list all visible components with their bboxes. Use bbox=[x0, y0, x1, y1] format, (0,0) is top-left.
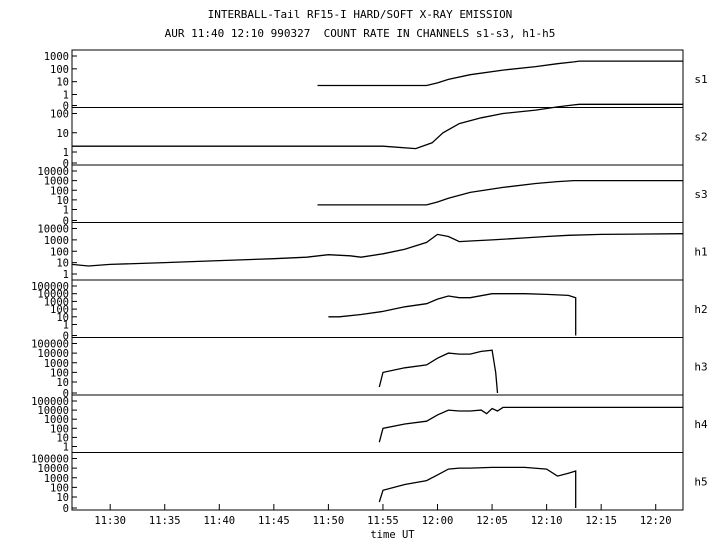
x-tick-label: 12:00 bbox=[422, 515, 454, 527]
x-tick-label: 12:05 bbox=[476, 515, 508, 527]
y-tick-label-s3: 1000 bbox=[44, 176, 69, 188]
y-tick-label-h4: 1000 bbox=[44, 414, 69, 426]
chart-title: INTERBALL-Tail RF15-I HARD/SOFT X-RAY EM… bbox=[207, 8, 513, 21]
x-tick-label: 11:45 bbox=[258, 515, 290, 527]
panel-frame-s1 bbox=[71, 49, 684, 108]
y-tick-label-s3: 10 bbox=[56, 195, 69, 207]
panel-frame-s3 bbox=[71, 164, 684, 223]
y-tick-label-h2: 0 bbox=[63, 331, 69, 343]
y-tick-label-s1: 1 bbox=[63, 90, 69, 102]
y-tick-label-h3: 1000 bbox=[44, 358, 69, 370]
series-line-s2 bbox=[72, 103, 683, 150]
y-tick-label-s1: 0 bbox=[63, 101, 69, 113]
y-tick-label-s2: 0 bbox=[63, 158, 69, 170]
y-tick-label-h2: 10 bbox=[56, 312, 69, 324]
x-axis-label: time UT bbox=[370, 529, 415, 541]
y-tick-label-h2: 100 bbox=[50, 304, 69, 316]
y-tick-label-s3: 1 bbox=[63, 205, 69, 217]
panel-label-h1: h1 bbox=[694, 245, 707, 258]
x-tick-label: 12:20 bbox=[640, 515, 672, 527]
y-tick-label-h5: 100 bbox=[50, 482, 69, 494]
y-tick-label-h2: 100000 bbox=[31, 281, 69, 293]
y-tick-label-h5: 100000 bbox=[31, 454, 69, 466]
series-line-h5 bbox=[378, 466, 577, 508]
series-line-h2 bbox=[328, 293, 577, 336]
panel-label-h2: h2 bbox=[694, 303, 707, 316]
y-tick-label-h5: 1000 bbox=[44, 473, 69, 485]
panel-label-s1: s1 bbox=[694, 73, 707, 86]
y-tick-label-h4: 10 bbox=[56, 432, 69, 444]
panel-frame-h1 bbox=[71, 222, 684, 281]
y-tick-label-h4: 10000 bbox=[37, 405, 69, 417]
y-tick-label-h1: 10 bbox=[56, 258, 69, 270]
panel-label-s2: s2 bbox=[694, 130, 707, 143]
series-line-h3 bbox=[378, 349, 499, 394]
x-tick-label: 12:15 bbox=[585, 515, 617, 527]
y-tick-label-s3: 100 bbox=[50, 185, 69, 197]
y-tick-label-h5: 10000 bbox=[37, 463, 69, 475]
y-tick-label-h3: 10 bbox=[56, 377, 69, 389]
y-tick-label-h2: 1 bbox=[63, 320, 69, 332]
panel-label-h4: h4 bbox=[694, 418, 708, 431]
series-line-h4 bbox=[378, 406, 683, 443]
y-tick-label-h1: 1 bbox=[63, 269, 69, 281]
chart-subtitle: AUR 11:40 12:10 990327 COUNT RATE IN CHA… bbox=[164, 27, 556, 40]
y-tick-label-h4: 100000 bbox=[31, 396, 69, 408]
y-tick-label-s2: 1 bbox=[63, 147, 69, 159]
y-tick-label-h3: 0 bbox=[63, 388, 69, 400]
y-tick-label-h5: 10 bbox=[56, 492, 69, 504]
series-line-s1 bbox=[317, 60, 683, 87]
y-tick-label-h3: 100000 bbox=[31, 339, 69, 351]
panel-frame-h4 bbox=[71, 394, 684, 453]
y-tick-label-h2: 1000 bbox=[44, 296, 69, 308]
y-tick-label-s2: 10 bbox=[56, 128, 69, 140]
y-tick-label-s1: 100 bbox=[50, 64, 69, 76]
y-tick-label-h3: 10000 bbox=[37, 348, 69, 360]
panel-label-s3: s3 bbox=[694, 188, 707, 201]
panel-label-h5: h5 bbox=[694, 475, 707, 488]
y-tick-label-h4: 100 bbox=[50, 423, 69, 435]
x-tick-label: 11:50 bbox=[313, 515, 345, 527]
y-tick-label-s3: 10000 bbox=[37, 166, 69, 178]
y-tick-label-h3: 100 bbox=[50, 367, 69, 379]
series-line-h1 bbox=[71, 233, 684, 267]
panel-frame-h3 bbox=[71, 337, 684, 396]
panel-frame-s2 bbox=[71, 107, 684, 166]
y-tick-label-s2: 100 bbox=[50, 109, 69, 121]
y-tick-label-h1: 1000 bbox=[44, 235, 69, 247]
y-tick-label-h5: 0 bbox=[63, 503, 69, 515]
y-tick-label-h1: 10000 bbox=[37, 224, 69, 236]
x-tick-label: 11:30 bbox=[94, 515, 126, 527]
panel-label-h3: h3 bbox=[694, 360, 707, 373]
x-tick-label: 11:55 bbox=[367, 515, 399, 527]
y-tick-label-h4: 1 bbox=[63, 442, 69, 454]
y-tick-label-s1: 1000 bbox=[44, 51, 69, 63]
panel-frame-h2 bbox=[71, 279, 684, 338]
x-tick-label: 12:10 bbox=[531, 515, 563, 527]
x-tick-label: 11:35 bbox=[149, 515, 181, 527]
panel-frame-h5 bbox=[71, 452, 684, 511]
y-tick-label-h1: 100 bbox=[50, 246, 69, 258]
y-tick-label-h2: 10000 bbox=[37, 289, 69, 301]
y-tick-label-s3: 0 bbox=[63, 216, 69, 228]
series-line-s3 bbox=[317, 179, 683, 206]
x-tick-label: 11:40 bbox=[203, 515, 235, 527]
y-tick-label-s1: 10 bbox=[56, 77, 69, 89]
